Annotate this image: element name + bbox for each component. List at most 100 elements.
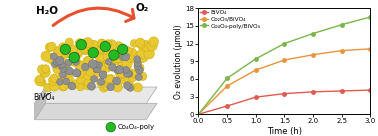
Circle shape [76,61,86,72]
Circle shape [63,67,73,77]
Circle shape [48,55,59,65]
Circle shape [84,79,93,87]
Circle shape [127,84,134,91]
Circle shape [105,75,113,83]
Circle shape [87,44,94,52]
Circle shape [67,45,78,55]
Circle shape [141,41,152,51]
Circle shape [89,69,100,79]
Circle shape [136,66,143,74]
BiVO₄ [339,90,344,92]
Circle shape [88,60,97,68]
Circle shape [75,39,84,48]
Circle shape [135,63,144,73]
Circle shape [107,83,114,91]
Circle shape [83,80,92,90]
Co₂O₃/BiVO₄ [368,48,373,50]
Co₄O₄-poly/BiVO₄ [339,24,344,25]
Circle shape [105,59,115,69]
Circle shape [71,80,79,88]
Circle shape [126,82,135,91]
Circle shape [81,44,91,55]
Circle shape [130,69,138,77]
Circle shape [57,62,64,69]
Circle shape [130,40,138,47]
Circle shape [93,67,99,73]
Circle shape [98,39,106,47]
Circle shape [53,57,64,68]
Polygon shape [35,103,157,120]
Circle shape [124,79,133,87]
Circle shape [70,56,81,67]
Circle shape [123,69,131,77]
Circle shape [60,44,71,55]
BiVO₄ [368,89,373,91]
BiVO₄ [254,96,258,98]
BiVO₄ [196,113,201,115]
Circle shape [119,76,128,84]
Circle shape [99,71,107,79]
Circle shape [97,78,106,88]
Co₂O₃/BiVO₄ [311,54,315,55]
Co₄O₄-poly/BiVO₄ [225,78,229,79]
Circle shape [119,54,125,61]
Circle shape [76,39,87,50]
Circle shape [133,83,143,92]
Circle shape [38,78,46,86]
Circle shape [37,65,47,74]
Circle shape [106,40,117,50]
Circle shape [56,56,64,65]
Circle shape [50,74,59,82]
Circle shape [124,67,132,75]
Circle shape [82,63,89,71]
Circle shape [109,45,119,55]
Circle shape [116,66,124,74]
Circle shape [47,42,56,51]
Circle shape [128,73,137,82]
Circle shape [53,64,63,74]
Circle shape [60,62,66,68]
Circle shape [125,52,136,63]
Circle shape [146,42,153,50]
Circle shape [53,47,64,57]
Circle shape [124,47,132,55]
Circle shape [48,76,58,85]
Circle shape [117,68,127,78]
Circle shape [41,51,51,61]
X-axis label: Time (h): Time (h) [267,127,302,136]
Circle shape [91,76,98,82]
Co₄O₄-poly/BiVO₄ [282,43,287,44]
Circle shape [77,76,84,84]
Circle shape [113,54,122,63]
Circle shape [121,52,130,61]
Circle shape [114,42,124,52]
Circle shape [105,58,112,65]
Circle shape [35,76,45,86]
Circle shape [102,46,111,55]
Circle shape [98,78,105,85]
Circle shape [64,49,72,57]
Line: Co₄O₄-poly/BiVO₄: Co₄O₄-poly/BiVO₄ [197,15,372,116]
Circle shape [124,75,132,83]
Circle shape [74,70,81,77]
Circle shape [71,52,79,60]
Circle shape [83,56,93,67]
Circle shape [76,83,84,91]
Circle shape [42,65,50,73]
Circle shape [45,43,54,52]
Circle shape [54,58,65,69]
Circle shape [53,57,62,66]
Circle shape [135,74,142,81]
Circle shape [63,60,71,68]
Circle shape [68,81,77,90]
Circle shape [132,55,141,64]
Circle shape [46,53,56,63]
Text: BiVO₄: BiVO₄ [33,93,55,102]
Circle shape [129,48,136,56]
Polygon shape [35,87,45,120]
Circle shape [117,62,125,70]
Circle shape [136,38,145,47]
Circle shape [123,67,129,73]
Circle shape [83,71,92,80]
Circle shape [62,46,71,54]
